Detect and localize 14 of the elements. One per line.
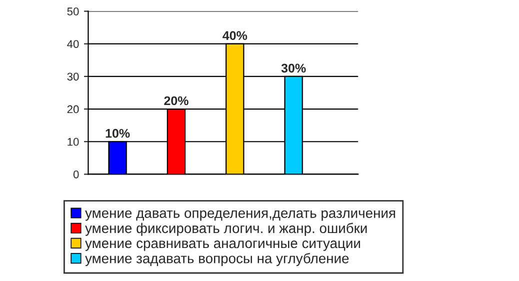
legend-label: умение задавать вопросы на углубление <box>85 252 349 266</box>
data-label: 30% <box>281 64 306 73</box>
legend-label: умение фиксировать логич. и жанр. ошибки <box>85 222 367 236</box>
data-label: 40% <box>222 31 248 40</box>
y-tick-label: 20 <box>67 105 79 114</box>
data-label: 20% <box>164 96 188 106</box>
y-tick-label: 40 <box>67 40 79 48</box>
legend-label: умение сравнивать аналогичные ситуации <box>85 240 360 251</box>
y-tick-label: 30 <box>67 72 79 81</box>
y-tick-label: 10 <box>68 138 79 146</box>
legend-label: умение давать определения,делать различения <box>85 210 396 221</box>
y-tick-label: 50 <box>67 8 79 16</box>
data-label: 10% <box>106 128 130 138</box>
y-tick-label: 0 <box>73 170 79 178</box>
